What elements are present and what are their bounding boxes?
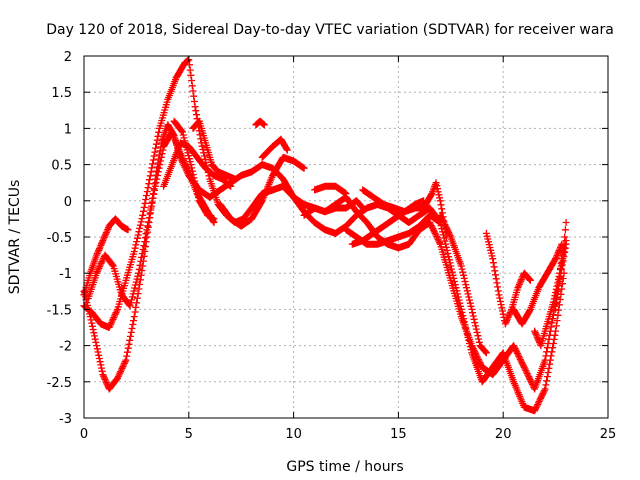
x-tick-label: 15: [390, 427, 407, 442]
y-tick-label: 0: [64, 195, 72, 210]
series-track-12: [311, 182, 350, 198]
x-tick-label: 10: [285, 427, 302, 442]
chart-title: Day 120 of 2018, Sidereal Day-to-day VTE…: [46, 22, 614, 38]
series-markers: [342, 211, 444, 248]
series-track-5: [170, 117, 218, 223]
y-axis-label: SDTVAR / TECUs: [7, 180, 23, 295]
series-track-18: [510, 240, 566, 328]
series-track-8: [216, 153, 308, 230]
grid: [84, 56, 608, 418]
series-markers: [216, 153, 308, 230]
y-tick-label: 1.5: [51, 86, 72, 101]
series-track-13: [342, 211, 444, 248]
series-markers: [311, 182, 350, 198]
y-tick-label: 0.5: [51, 159, 72, 174]
y-tick-label: -2: [59, 340, 72, 355]
y-tick-label: -0.5: [47, 231, 72, 246]
series-track-11: [300, 197, 367, 219]
series-markers: [258, 135, 291, 161]
series-markers: [436, 211, 490, 357]
y-tick-label: 1: [64, 122, 72, 137]
x-tick-label: 25: [600, 427, 617, 442]
series-markers: [348, 197, 428, 248]
series-markers: [300, 197, 367, 219]
series-track-9: [252, 117, 268, 129]
axis-ticks: 0 5 10 15 20 25 -3 -2.5 -2 -1.5 -1 -0.5 0 0.5 1 1.5 2: [47, 50, 617, 442]
series-track-16: [436, 211, 490, 357]
x-tick-label: 0: [80, 427, 88, 442]
y-tick-label: -2.5: [47, 376, 72, 391]
y-tick-label: 2: [64, 50, 72, 65]
series-track-20: [552, 219, 570, 313]
x-axis-label: GPS time / hours: [286, 459, 403, 475]
series-markers: [252, 117, 268, 129]
series-track-10: [258, 135, 291, 161]
series-markers: [189, 117, 239, 183]
y-tick-label: -3: [59, 412, 72, 427]
x-tick-label: 5: [185, 427, 193, 442]
series-track-6: [160, 139, 235, 190]
series-track-7: [189, 117, 239, 183]
y-tick-label: -1: [59, 267, 72, 282]
x-tick-label: 20: [495, 427, 512, 442]
series-track-15: [348, 197, 428, 248]
series-markers: [510, 240, 566, 328]
series-markers: [160, 139, 235, 190]
y-tick-label: -1.5: [47, 303, 72, 318]
series-markers: [170, 117, 218, 223]
series-markers: [552, 219, 570, 313]
